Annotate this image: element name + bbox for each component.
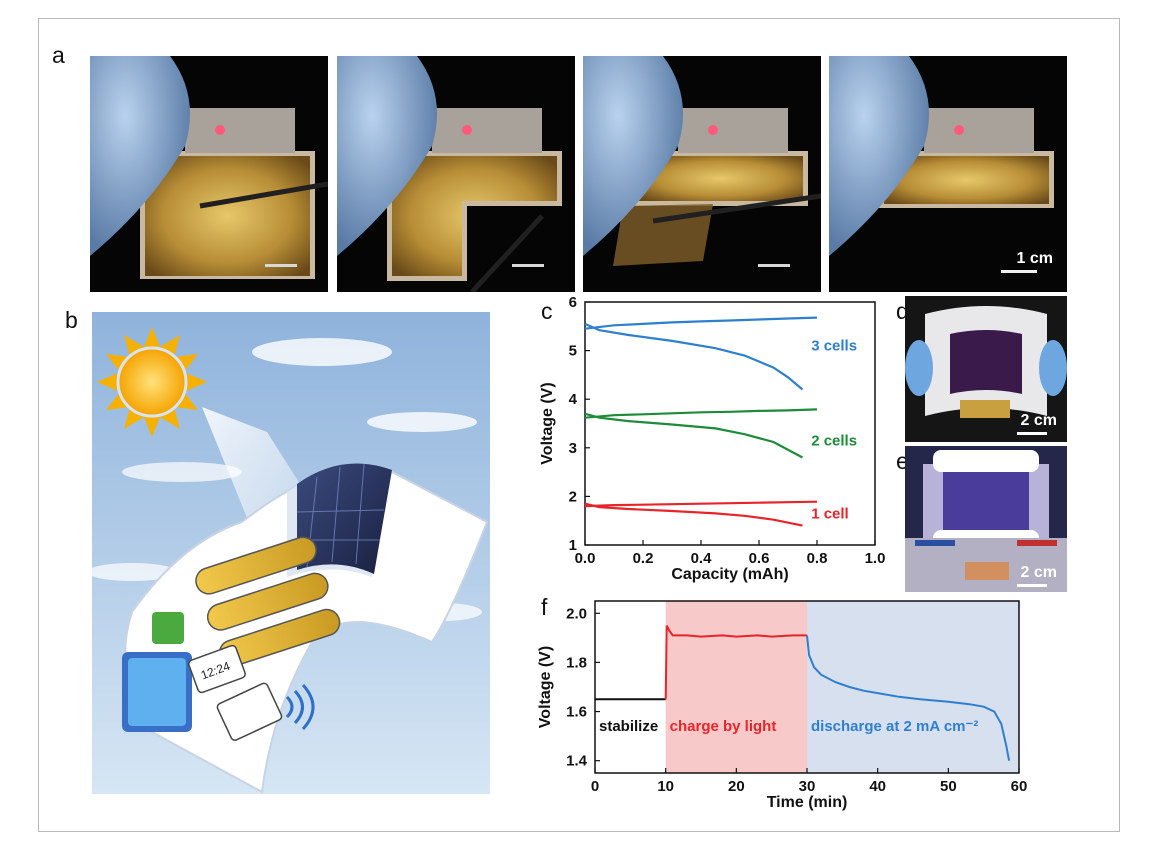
panel-f-label: f: [541, 594, 548, 620]
panel-c-series-label: 2 cells: [811, 432, 857, 449]
panel-f-chart: stabilize charge by light discharge at 2 m…: [537, 600, 1028, 811]
panel-f-y-tick-label: 1.6: [566, 704, 587, 721]
panel-c-chart: 0.0 0.2 0.4 0.6 0.8 1.0 1 2 3 4 5 6 Capacity (mAh) Vo…: [539, 294, 886, 583]
panel-c-3-cells-charge-line: [584, 316, 818, 330]
panel-b-label: b: [65, 307, 78, 333]
panel-f-y-tick-label: 1.4: [566, 753, 588, 770]
panel-c-x-tick-label: 0.8: [807, 550, 828, 567]
panel-c-y-tick-label: 2: [569, 488, 577, 505]
panel-c-x-tick-label: 1.0: [865, 550, 886, 567]
panel-f-region-shade: [807, 601, 1019, 773]
panel-c-series-label: 1 cell: [811, 505, 849, 522]
panel-f-x-tick-label: 0: [591, 778, 599, 795]
panel-c-x-tick-label: 0.2: [633, 550, 654, 567]
panel-f-x-tick-label: 40: [869, 778, 886, 795]
panel-c-y-tick-label: 3: [569, 440, 577, 457]
panel-c-y-tick-label: 6: [569, 294, 577, 311]
panel-f-x-axis-title: Time (min): [767, 794, 848, 811]
panel-f-y-tick-label: 1.8: [566, 654, 587, 671]
panel-c-x-axis-title: Capacity (mAh): [671, 566, 788, 583]
panel-c-x-tick-label: 0.4: [691, 550, 713, 567]
panel-c-x-tick-label: 0.0: [575, 550, 596, 567]
panel-c-2-cells-discharge-line: [584, 412, 804, 459]
panel-e-photo: 2 cm: [905, 446, 1067, 592]
panel-d-scale-label: 2 cm: [1020, 412, 1057, 429]
panel-f-x-tick-label: 10: [657, 778, 674, 795]
panel-f-discharge-line: [806, 635, 1011, 761]
panel-f-x-tick-label: 30: [799, 778, 816, 795]
panel-f-x-tick-label: 50: [940, 778, 957, 795]
panel-c-y-tick-label: 1: [569, 537, 577, 554]
panel-c-series-label: 3 cells: [811, 338, 857, 355]
panel-f-region-shade: [665, 601, 807, 773]
panel-c-x-tick-label: 0.6: [749, 550, 770, 567]
panel-f-region-label: discharge at 2 mA cm⁻²: [811, 718, 978, 735]
panel-a-photo-3: [583, 56, 821, 292]
panel-a-label: a: [52, 42, 65, 68]
panel-f-y-axis-title: Voltage (V): [537, 646, 554, 728]
panel-f-y-tick-label: 2.0: [566, 605, 587, 622]
panel-f-x-tick-label: 20: [728, 778, 745, 795]
panel-c-plot-frame: [584, 301, 876, 546]
panel-c-1-cell-charge-line: [584, 500, 818, 508]
panel-f-x-tick-label: 60: [1011, 778, 1028, 795]
panel-a-photo-4: 1 cm: [829, 56, 1067, 292]
panel-a-photo-2: [337, 56, 575, 292]
panel-f-charge-line: [664, 625, 807, 700]
panel-c-y-axis-title: Voltage (V): [539, 382, 556, 464]
panel-f-region-label: stabilize: [599, 718, 658, 735]
panel-c-3-cells-discharge-line: [584, 322, 804, 391]
panel-a-scale-label: 1 cm: [1016, 250, 1053, 267]
panel-f-region-label: charge by light: [670, 718, 777, 735]
panel-d-photo: 2 cm: [905, 296, 1067, 442]
panel-c-y-tick-label: 5: [569, 343, 577, 360]
panel-c-2-cells-charge-line: [584, 408, 818, 419]
panel-a-photo-1: [90, 56, 328, 292]
panel-b-illustration: 12:24: [92, 312, 490, 794]
panel-c-1-cell-discharge-line: [584, 502, 803, 527]
panel-c-y-tick-label: 4: [569, 391, 578, 408]
panel-c-label: c: [541, 298, 553, 324]
panel-e-scale-label: 2 cm: [1020, 564, 1057, 581]
